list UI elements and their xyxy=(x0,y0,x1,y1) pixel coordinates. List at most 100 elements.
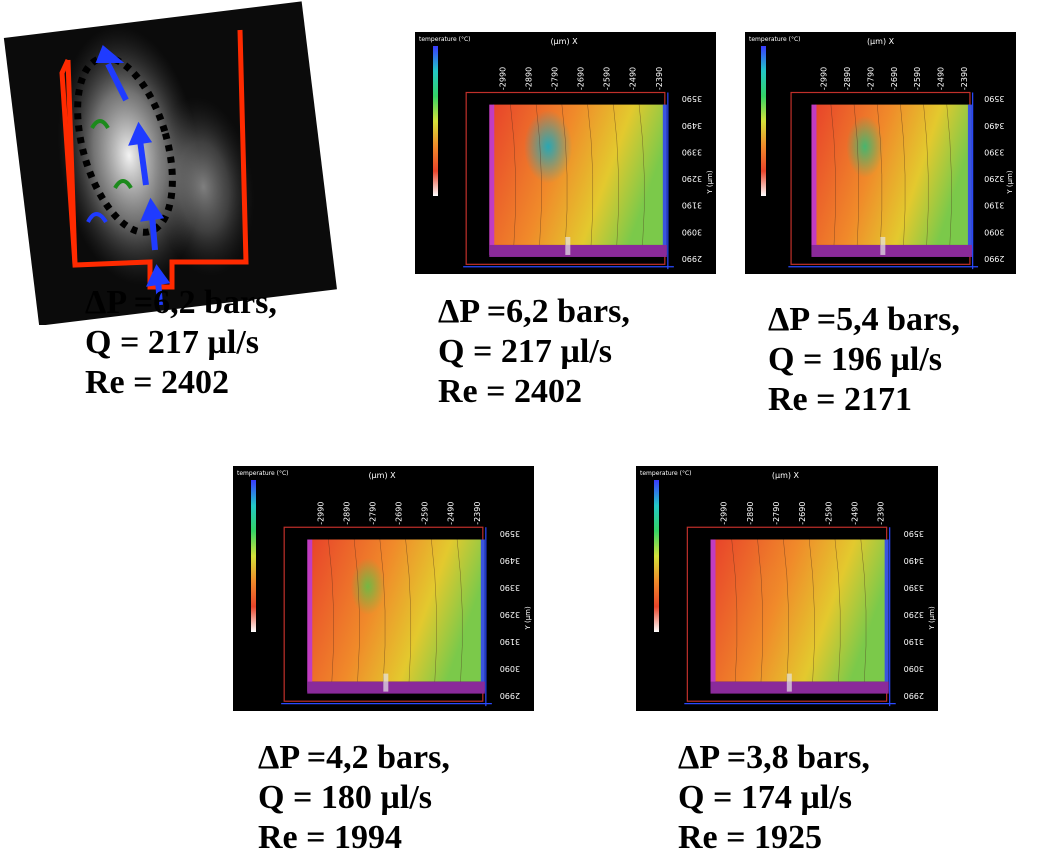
x-tick-label: -2390 xyxy=(877,502,886,525)
y-tick-label: 2990 xyxy=(682,254,702,263)
y-tick-label: 3090 xyxy=(682,227,702,236)
x-tick-label: -2890 xyxy=(524,67,533,90)
x-tick-label: -2690 xyxy=(395,502,404,525)
y-tick-label: 3190 xyxy=(904,637,924,646)
x-tick-label: -2990 xyxy=(316,502,325,525)
y-axis-label: Y (µm) xyxy=(928,606,936,631)
x-tick-label: -2790 xyxy=(866,67,875,90)
x-tick-label: -2790 xyxy=(772,502,781,525)
x-tick-label: -2690 xyxy=(577,67,586,90)
y-tick-label: 2990 xyxy=(500,691,520,700)
x-tick-label: -2690 xyxy=(798,502,807,525)
reynolds-number-label: Re = 2171 xyxy=(768,381,913,418)
pressure-drop-label: ΔP =4,2 bars, xyxy=(258,739,450,776)
y-tick-label: 3090 xyxy=(904,664,924,673)
pressure-drop-label: ΔP =6,2 bars, xyxy=(438,293,630,330)
y-axis-label: Y (µm) xyxy=(1006,170,1014,195)
temperature-map-2-caption: ΔP =5,4 bars, Q = 196 µl/s Re = 2171 xyxy=(768,300,960,420)
x-tick-label: -2490 xyxy=(447,502,456,525)
flow-rate-label: Q = 196 µl/s xyxy=(768,341,943,378)
x-tick-label: -2490 xyxy=(629,67,638,90)
temperature-map-3: temperature (°C) (µm) X -2990 -2890 -2790 -26… xyxy=(233,466,534,711)
temperature-map-1-caption: ΔP =6,2 bars, Q = 217 µl/s Re = 2402 xyxy=(438,292,630,412)
x-tick-label: -2590 xyxy=(913,67,922,90)
reynolds-number-label: Re = 1925 xyxy=(678,819,823,856)
pressure-drop-label: ΔP =3,8 bars, xyxy=(678,739,870,776)
y-tick-label: 3190 xyxy=(500,637,520,646)
x-tick-label: -2490 xyxy=(850,502,859,525)
x-tick-label: -2990 xyxy=(819,67,828,90)
y-axis-label: Y (µm) xyxy=(706,170,714,195)
temperature-field xyxy=(493,104,665,245)
x-axis-label: (µm) X xyxy=(867,37,895,46)
y-tick-label: 2990 xyxy=(904,691,924,700)
colorbar-title: temperature (°C) xyxy=(640,470,692,477)
reynolds-number-label: Re = 1994 xyxy=(258,819,403,856)
y-tick-label: 3490 xyxy=(904,556,924,565)
y-tick-label: 3090 xyxy=(500,664,520,673)
temperature-map-3-caption: ΔP =4,2 bars, Q = 180 µl/s Re = 1994 xyxy=(258,738,450,858)
temperature-map-1: temperature (°C) (µm) X -2990 -2890 -2790 -26… xyxy=(415,32,716,274)
flow-rate-label: Q = 217 µl/s xyxy=(438,333,613,370)
x-tick-label: -2990 xyxy=(720,502,729,525)
x-tick-label: -2590 xyxy=(824,502,833,525)
flow-rate-label: Q = 180 µl/s xyxy=(258,779,433,816)
y-tick-label: 3590 xyxy=(682,94,702,103)
x-tick-label: -2990 xyxy=(498,67,507,90)
y-tick-label: 3490 xyxy=(682,121,702,130)
temperature-field xyxy=(815,104,970,245)
y-tick-label: 3590 xyxy=(904,529,924,538)
reynolds-number-label: Re = 2402 xyxy=(438,373,583,410)
colorbar-title: temperature (°C) xyxy=(749,36,801,43)
y-tick-label: 3090 xyxy=(984,227,1004,236)
y-axis-label: Y (µm) xyxy=(524,606,532,631)
y-tick-label: 3190 xyxy=(984,201,1004,210)
y-tick-label: 3390 xyxy=(500,583,520,592)
y-tick-label: 3390 xyxy=(984,147,1004,156)
x-tick-label: -2390 xyxy=(960,67,969,90)
colorbar xyxy=(433,46,438,196)
x-axis-label: (µm) X xyxy=(550,37,578,46)
y-tick-label: 3190 xyxy=(682,201,702,210)
temperature-map-4-caption: ΔP =3,8 bars, Q = 174 µl/s Re = 1925 xyxy=(678,738,870,858)
colorbar-title: temperature (°C) xyxy=(237,470,289,477)
flow-rate-label: Q = 174 µl/s xyxy=(678,779,853,816)
y-tick-label: 3490 xyxy=(984,121,1004,130)
x-tick-label: -2890 xyxy=(342,502,351,525)
x-tick-label: -2590 xyxy=(603,67,612,90)
colorbar xyxy=(761,46,766,196)
flow-visualization-image xyxy=(0,0,345,325)
x-tick-label: -2590 xyxy=(421,502,430,525)
x-tick-label: -2390 xyxy=(655,67,664,90)
y-tick-label: 3290 xyxy=(904,610,924,619)
x-tick-label: -2790 xyxy=(550,67,559,90)
x-tick-label: -2790 xyxy=(368,502,377,525)
colorbar xyxy=(654,480,659,632)
x-tick-label: -2690 xyxy=(890,67,899,90)
y-tick-label: 3590 xyxy=(500,529,520,538)
y-tick-label: 3290 xyxy=(500,610,520,619)
y-tick-label: 3490 xyxy=(500,556,520,565)
y-tick-label: 3390 xyxy=(904,583,924,592)
y-tick-label: 3290 xyxy=(682,174,702,183)
flow-rate-label: Q = 217 µl/s xyxy=(85,324,260,361)
pressure-drop-label: ΔP =6,2 bars, xyxy=(85,284,277,321)
pressure-drop-label: ΔP =5,4 bars, xyxy=(768,301,960,338)
x-tick-label: -2490 xyxy=(937,67,946,90)
temperature-field xyxy=(714,539,887,682)
colorbar xyxy=(251,480,256,632)
temperature-map-2: temperature (°C) (µm) X -2990 -2890 -2790 -26… xyxy=(745,32,1016,274)
flow-image-caption: ΔP =6,2 bars, Q = 217 µl/s Re = 2402 xyxy=(85,283,277,403)
y-tick-label: 3590 xyxy=(984,94,1004,103)
reynolds-number-label: Re = 2402 xyxy=(85,364,230,401)
x-tick-label: -2890 xyxy=(843,67,852,90)
temperature-map-4: temperature (°C) (µm) X -2990 -2890 -2790 -26… xyxy=(636,466,938,711)
y-tick-label: 2990 xyxy=(984,254,1004,263)
y-tick-label: 3290 xyxy=(984,174,1004,183)
y-tick-label: 3390 xyxy=(682,147,702,156)
x-tick-label: -2890 xyxy=(746,502,755,525)
colorbar-title: temperature (°C) xyxy=(419,36,471,43)
temperature-field xyxy=(311,539,483,682)
x-axis-label: (µm) X xyxy=(368,471,396,480)
x-axis-label: (µm) X xyxy=(772,471,800,480)
